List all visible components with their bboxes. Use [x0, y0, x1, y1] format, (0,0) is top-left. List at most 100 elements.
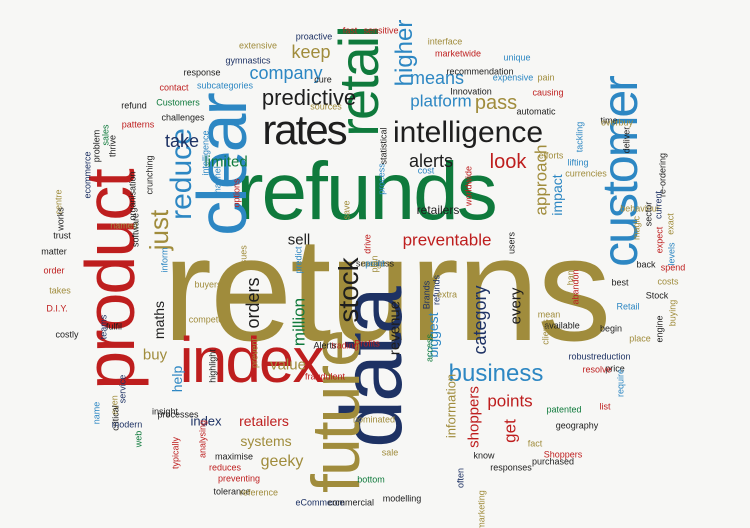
cloud-word: back	[636, 259, 656, 270]
cloud-word: lifting	[567, 157, 589, 168]
cloud-word: require	[615, 368, 626, 398]
cloud-word: company	[249, 63, 323, 83]
cloud-word: buying	[667, 299, 678, 327]
cloud-word: returns	[162, 207, 612, 372]
cloud-word: Retail	[616, 301, 640, 312]
cloud-word: Customers	[156, 97, 200, 108]
cloud-word: unique	[503, 52, 531, 63]
cloud-word: shoppers	[465, 386, 483, 448]
cloud-word: get	[500, 419, 520, 443]
cloud-word: service	[117, 374, 128, 404]
cloud-word: refunds	[236, 146, 498, 237]
cloud-word: Brands	[421, 280, 432, 310]
cloud-word: tolerance	[213, 486, 251, 497]
cloud-word: retailers	[416, 203, 460, 217]
cloud-word: extensive	[238, 40, 278, 51]
cloud-word: eCommerce	[295, 497, 345, 508]
cloud-word: Profits	[354, 338, 380, 349]
cloud-word: Innovation	[450, 86, 492, 97]
cloud-word: plan	[369, 255, 380, 273]
cloud-word: ecommerce	[82, 151, 93, 199]
cloud-word: tackling	[574, 121, 585, 153]
cloud-word: exact	[665, 213, 676, 235]
cloud-word: modern	[111, 419, 143, 430]
cloud-word: just	[144, 209, 174, 251]
cloud-word: sale	[381, 447, 399, 458]
cloud-word: marketwide	[434, 48, 482, 59]
cloud-word: Stock	[645, 290, 669, 301]
cloud-word: options	[231, 178, 242, 208]
cloud-word: clients	[540, 319, 551, 345]
cloud-word: name	[91, 401, 102, 425]
cloud-word: proactive	[295, 31, 333, 42]
cloud-word: reduces	[208, 462, 242, 473]
cloud-word: index	[190, 413, 222, 429]
cloud-word: sell	[287, 231, 311, 249]
cloud-word: expensive	[492, 72, 534, 83]
cloud-word: sector	[643, 201, 654, 227]
cloud-word: takes	[49, 285, 71, 296]
cloud-word: begin	[599, 323, 623, 334]
cloud-word: maths	[151, 300, 167, 340]
cloud-word: maximise	[214, 451, 254, 462]
cloud-word: expect	[654, 226, 665, 254]
cloud-word: challenges	[161, 112, 205, 123]
cloud-word: compete	[188, 314, 224, 325]
cloud-word: category	[470, 285, 490, 355]
cloud-word: index	[179, 324, 325, 396]
cloud-word: resolve	[582, 364, 612, 375]
cloud-word: statistical	[378, 127, 389, 165]
cloud-word: highlight	[207, 349, 218, 383]
cloud-word: process	[376, 163, 387, 195]
cloud-word: available	[544, 320, 580, 331]
cloud-word: help	[169, 365, 185, 393]
cloud-word: current	[653, 190, 664, 220]
cloud-word: list	[599, 401, 611, 412]
cloud-word: time	[600, 115, 618, 126]
cloud-word: reduction	[593, 351, 631, 362]
cloud-word: gymnastics	[225, 55, 271, 66]
cloud-word: patterns	[121, 119, 155, 130]
cloud-word: prevent	[249, 337, 260, 369]
cloud-word: currencies	[565, 168, 607, 179]
cloud-word: automatic	[516, 106, 556, 117]
cloud-word: seamless	[355, 258, 395, 269]
cloud-word: preventable	[402, 230, 492, 250]
cloud-word: D.I.Y.	[46, 303, 68, 314]
cloud-word: matter	[41, 246, 67, 257]
cloud-word: pass	[474, 92, 518, 114]
cloud-word: channel	[212, 166, 223, 198]
cloud-word: nominated	[352, 414, 396, 425]
cloud-word: magic	[631, 215, 642, 241]
cloud-word: causing	[532, 87, 564, 98]
cloud-word: analysing	[197, 419, 208, 459]
cloud-word: marketing	[476, 490, 487, 528]
cloud-word: often	[455, 467, 466, 489]
cloud-word: order	[43, 265, 65, 276]
cloud-word: value	[270, 356, 306, 374]
cloud-word: typically	[170, 436, 181, 470]
cloud-word: means	[409, 68, 465, 88]
cloud-word: engine	[654, 315, 665, 343]
cloud-word: sources	[310, 101, 342, 112]
cloud-word: spend	[660, 262, 686, 273]
cloud-word: retailers	[239, 413, 289, 429]
cloud-word: behaviour	[620, 203, 660, 214]
cloud-word: refund	[121, 100, 147, 111]
cloud-word: cost	[417, 165, 435, 176]
cloud-word: users	[506, 231, 517, 255]
cloud-word: trust	[53, 230, 71, 241]
cloud-word: abandon	[570, 269, 581, 305]
cloud-word: save	[341, 200, 352, 220]
cloud-word: sensitive	[363, 25, 399, 36]
cloud-word: reference	[239, 487, 279, 498]
cloud-word: place	[629, 333, 651, 344]
cloud-word: recommendation	[446, 66, 514, 77]
cloud-word: extra	[436, 289, 458, 300]
cloud-word: fraudulent	[304, 371, 346, 382]
cloud-word: take	[164, 131, 200, 151]
cloud-word: predict	[293, 246, 304, 274]
cloud-word: costly	[55, 329, 79, 340]
cloud-word: predictive	[261, 85, 357, 110]
cloud-word: worldwide	[463, 165, 474, 207]
